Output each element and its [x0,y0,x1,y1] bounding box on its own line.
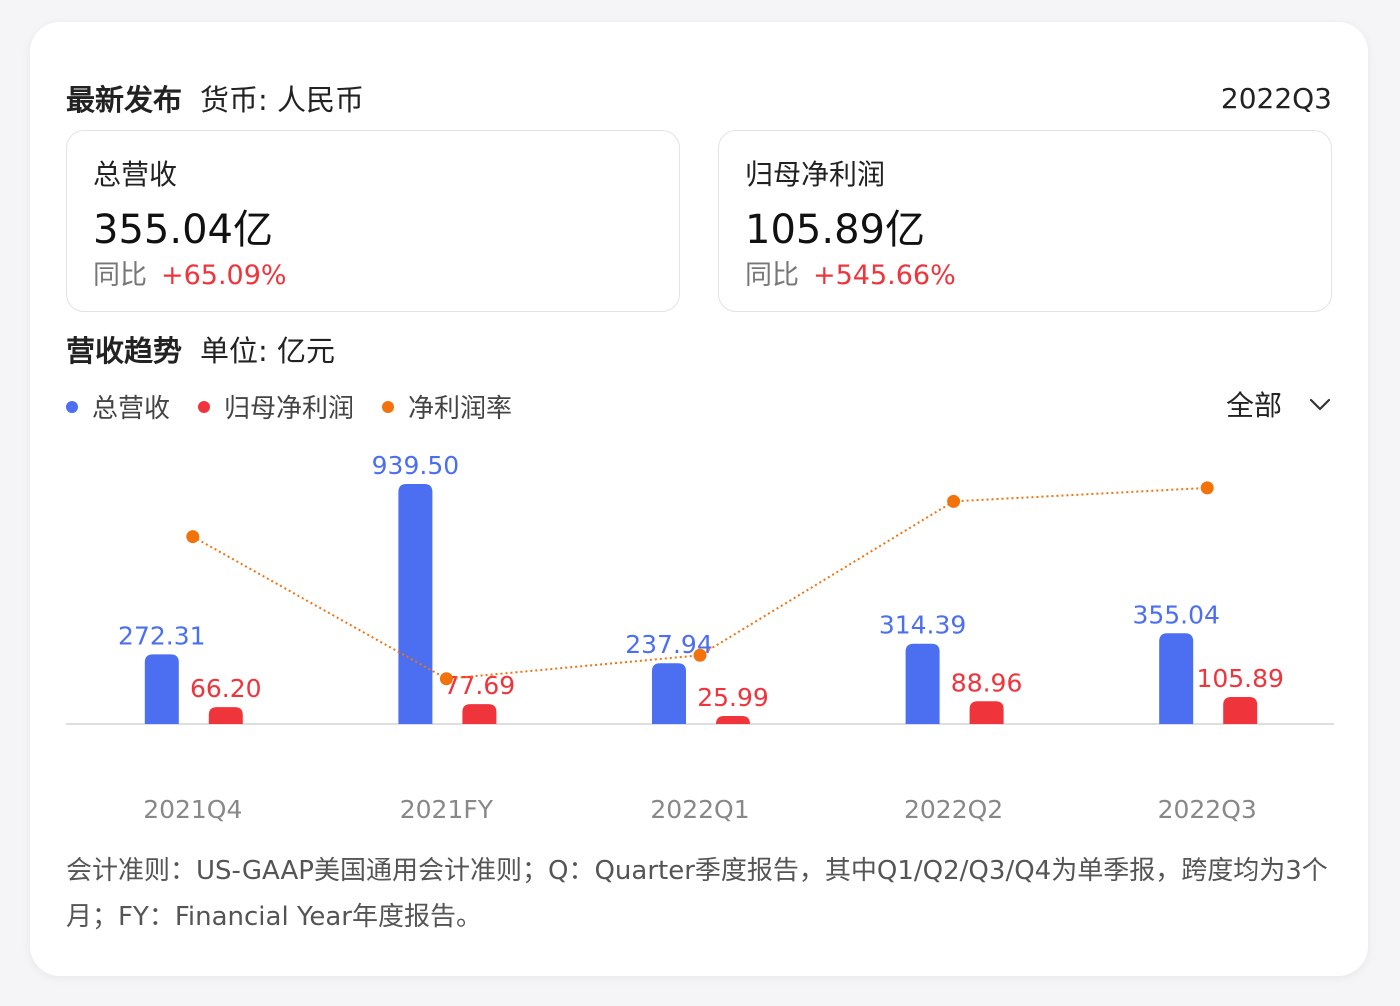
yoy-label: 同比 [93,260,147,291]
revenue-bar [652,663,686,724]
x-tick-label: 2021FY [400,795,494,824]
card-header: 最新发布 货币: 人民币 2022Q3 [66,76,1332,120]
revenue-bar [144,654,179,724]
metric-label: 总营收 [93,158,178,191]
margin-point [947,494,961,508]
period-label: 2022Q3 [1220,81,1332,115]
x-tick-label: 2022Q3 [1158,795,1257,824]
net-profit-data-label: 25.99 [697,683,769,712]
accounting-note: 会计准则：US-GAAP美国通用会计准则；Q：Quarter季度报告，其中Q1/… [66,856,1328,932]
legend-item-net-profit[interactable]: 归母净利润 [198,388,354,425]
net-profit-bar [969,701,1004,724]
revenue-data-label: 314.39 [879,611,966,640]
legend-item-revenue[interactable]: 总营收 [66,388,170,425]
revenue-data-label: 939.50 [372,451,459,480]
revenue-bar [398,484,433,724]
unit-label: 单位: 亿元 [200,334,336,368]
yoy-label: 同比 [745,260,799,291]
chart-legend: 总营收 归母净利润 净利润率 [66,388,540,425]
net-profit-data-label: 66.20 [190,674,262,703]
net-profit-data-label: 105.89 [1196,664,1283,693]
revenue-data-label: 272.31 [118,621,205,650]
legend-label: 归母净利润 [224,394,355,424]
header-title: 最新发布 [66,83,183,117]
chevron-down-icon [1309,398,1331,411]
metric-value: 105.89亿 [745,207,925,253]
revenue-bar [1159,633,1194,724]
trend-title: 营收趋势 [66,334,183,368]
margin-point [693,648,707,662]
net-profit-bar [208,707,243,724]
metric-label: 归母净利润 [745,158,886,191]
net-profit-bar [716,716,750,724]
margin-point [439,672,453,686]
period-filter-dropdown[interactable]: 全部 [1226,384,1332,424]
margin-point [1200,481,1214,495]
net-profit-data-label: 77.69 [444,671,516,700]
legend-label: 总营收 [92,394,171,424]
section-title: 营收趋势 单位: 亿元 [66,328,335,370]
metric-yoy: 同比 +65.09% [93,253,653,292]
x-tick-label: 2021Q4 [143,795,242,824]
legend-item-margin[interactable]: 净利润率 [382,388,512,425]
legend-dot [198,400,211,413]
margin-point [186,530,200,544]
net-profit-bar [462,704,497,724]
financial-summary-card: 最新发布 货币: 人民币 2022Q3 总营收 355.04亿 同比 +65.09… [30,22,1368,976]
x-tick-label: 2022Q1 [650,795,749,824]
legend-label: 净利润率 [408,394,513,424]
net-profit-bar [1223,696,1258,724]
currency-label: 货币: 人民币 [200,83,365,117]
revenue-bar [905,643,940,724]
net-profit-data-label: 88.96 [951,668,1023,697]
yoy-value: +65.09% [161,260,287,291]
x-tick-label: 2022Q2 [904,795,1003,824]
revenue-data-label: 355.04 [1132,600,1219,629]
metric-card-net-profit: 归母净利润 105.89亿 同比 +545.66% [718,130,1332,312]
legend-dot [382,400,395,413]
metric-value: 355.04亿 [93,207,273,253]
legend-dot [66,400,78,413]
yoy-value: +545.66% [813,260,956,291]
revenue-trend-chart: 272.3166.202021Q4939.5077.692021FY237.94… [66,451,1334,824]
metric-card-revenue: 总营收 355.04亿 同比 +65.09% [66,130,680,312]
metric-yoy: 同比 +545.66% [745,253,1305,292]
filter-label: 全部 [1225,389,1282,422]
